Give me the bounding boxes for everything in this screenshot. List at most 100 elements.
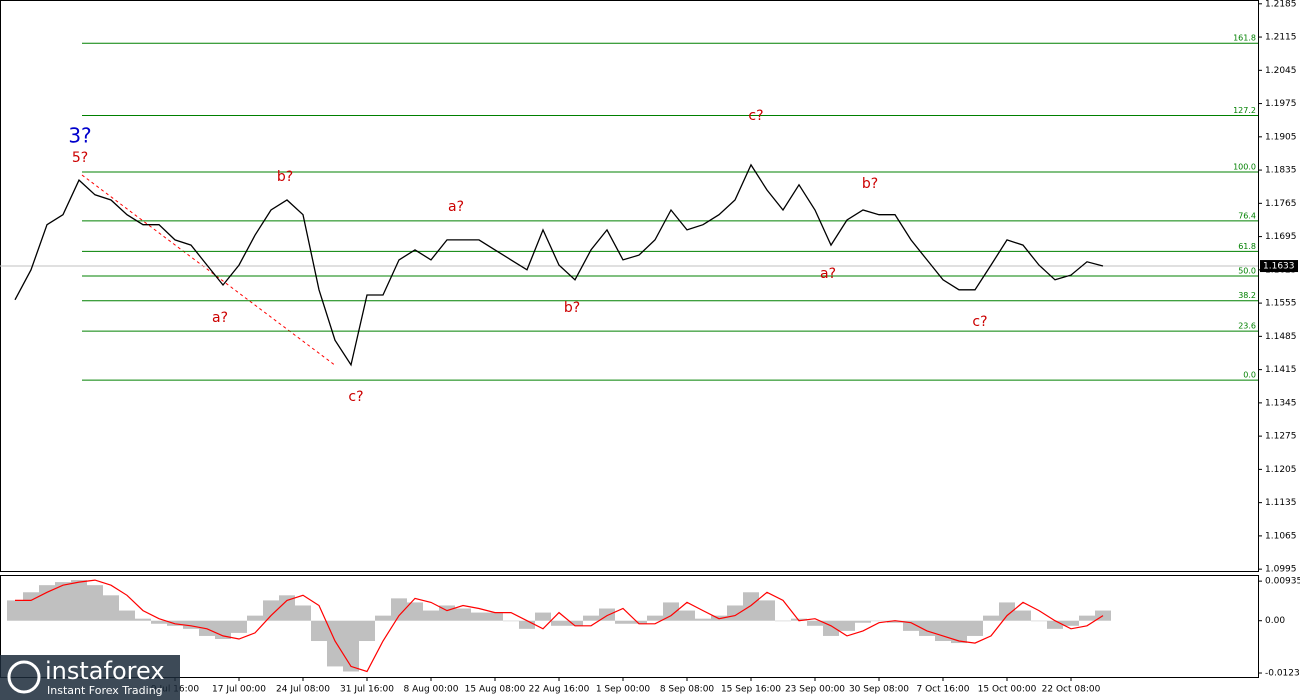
histogram-bar [359,620,375,642]
y-tick-label: 1.1275 [1265,432,1297,442]
x-tick-label: 15 Oct 00:00 [978,685,1037,695]
histogram-bar [999,602,1015,621]
y-tick-label: 1.1975 [1265,99,1297,109]
histogram-bar [455,608,471,621]
wave-label: a? [212,310,228,326]
y-tick-label: 1.1695 [1265,232,1297,242]
histogram-bar [391,598,407,621]
x-tick-label: 30 Sep 08:00 [849,685,909,695]
histogram-bar [423,610,439,621]
y-tick-label: 1.1765 [1265,199,1297,209]
histogram-bar [487,612,503,621]
current-price-label: 1.1633 [1263,262,1295,272]
wave-label: 5? [72,150,88,166]
histogram-bar [951,620,967,644]
wave-label: c? [348,389,363,405]
wave-connector [81,174,337,367]
histogram-bar [727,605,743,621]
x-tick-label: 17 Jul 00:00 [212,685,266,695]
logo-tagline: Instant Forex Trading [47,684,163,697]
histogram-bar [311,620,327,642]
histogram-bar [743,592,759,621]
histogram-bar [647,615,663,621]
histogram-bar [343,620,359,672]
histogram-bar [775,620,791,622]
x-tick-label: 22 Oct 08:00 [1042,685,1101,695]
signal-line [15,579,1104,673]
histogram-bar [295,605,311,621]
histogram-bar [567,620,583,626]
wave-label: 3? [68,124,91,148]
wave-label: c? [972,314,987,330]
oscillator-frame [0,575,1259,678]
histogram-bar [935,620,951,642]
histogram-bar [759,600,775,621]
wave-label: a? [820,266,836,282]
histogram-bar [695,618,711,621]
wave-label: b? [564,300,580,316]
histogram-bar [119,610,135,621]
y-tick-label: 1.0995 [1265,565,1297,575]
histogram-bar [791,618,807,621]
histogram-bar [1031,620,1047,622]
histogram-bar [839,620,855,631]
y-tick-label: 1.1135 [1265,498,1297,508]
x-tick-label: 7 Oct 16:00 [917,685,970,695]
y-tick-label: 1.2185 [1265,0,1297,9]
logo-icon [7,660,41,694]
x-tick-label: 31 Jul 16:00 [340,685,394,695]
fib-label: 23.6 [1238,322,1256,331]
histogram-bar [1015,610,1031,621]
histogram-bar [583,615,599,621]
histogram-bar [247,615,263,621]
y-tick-label: 0.00935 [1265,577,1300,587]
y-tick-label: 1.1905 [1265,132,1297,142]
histogram-bar [103,595,119,621]
x-tick-label: 22 Aug 16:00 [529,685,590,695]
histogram-bar [1047,620,1063,629]
y-tick-label: 1.1065 [1265,531,1297,541]
histogram-bar [407,602,423,621]
fib-label: 0.0 [1243,371,1256,380]
fib-label: 61.8 [1238,242,1256,251]
x-tick-label: 8 Sep 08:00 [660,685,715,695]
fib-label: 76.4 [1238,211,1256,220]
histogram-bar [551,620,567,626]
histogram-bar [871,620,887,622]
histogram-bar [983,615,999,621]
wave-label: b? [862,176,878,192]
x-tick-label: 8 Aug 00:00 [404,685,459,695]
histogram-bar [231,620,247,633]
histogram-bar [263,600,279,621]
main-frame [0,0,1259,572]
histogram-bar [39,585,55,621]
logo: instaforex Instant Forex Trading [0,655,180,700]
histogram-bar [519,620,535,629]
histogram-bar [1079,615,1095,621]
histogram-bar [631,620,647,624]
histogram-bar [23,592,39,621]
x-tick-label: 15 Aug 08:00 [465,685,526,695]
y-tick-label: 0.00 [1265,616,1285,626]
x-tick-label: 15 Sep 16:00 [721,685,781,695]
x-tick-label: 1 Sep 00:00 [596,685,651,695]
y-tick-label: 1.1205 [1265,465,1297,475]
histogram-bar [903,620,919,631]
y-tick-label: 1.2045 [1265,66,1297,76]
y-tick-label: 1.2115 [1265,33,1297,43]
y-tick-label: -0.01236 [1265,669,1300,679]
wave-label: c? [748,108,763,124]
histogram-bar [503,620,519,622]
histogram-bar [1063,620,1079,626]
fib-label: 161.8 [1233,34,1256,43]
histogram-bar [375,615,391,621]
y-tick-label: 1.1415 [1265,365,1297,375]
y-tick-label: 1.1835 [1265,166,1297,176]
current-price-box [1260,260,1298,273]
histogram-bar [855,620,871,623]
histogram-bar [807,620,823,626]
wave-label: b? [277,169,293,185]
histogram-bar [615,620,631,624]
